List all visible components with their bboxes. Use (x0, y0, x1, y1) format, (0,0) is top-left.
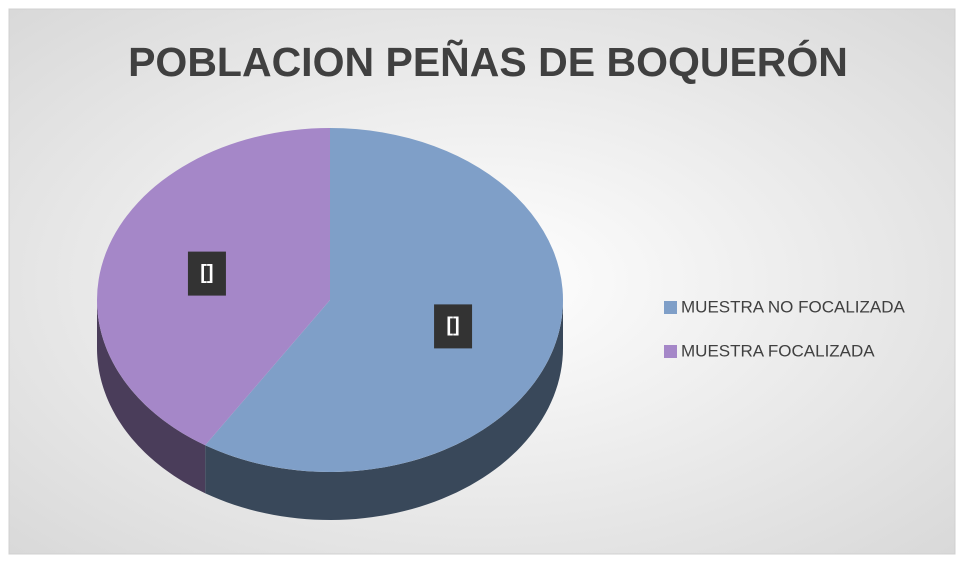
data-label: [] (446, 315, 459, 337)
legend-swatch (664, 345, 677, 358)
pie-slice (205, 128, 564, 472)
legend-label: MUESTRA FOCALIZADA (681, 341, 875, 360)
pie-side (97, 300, 206, 494)
chart-title: POBLACION PEÑAS DE BOQUERÓN (128, 39, 848, 85)
legend-label: MUESTRA NO FOCALIZADA (681, 297, 906, 316)
pie-side (205, 300, 564, 520)
data-label: [] (200, 262, 213, 284)
data-label-box (187, 251, 226, 296)
data-label-box (434, 304, 473, 349)
legend-swatch (664, 301, 677, 314)
